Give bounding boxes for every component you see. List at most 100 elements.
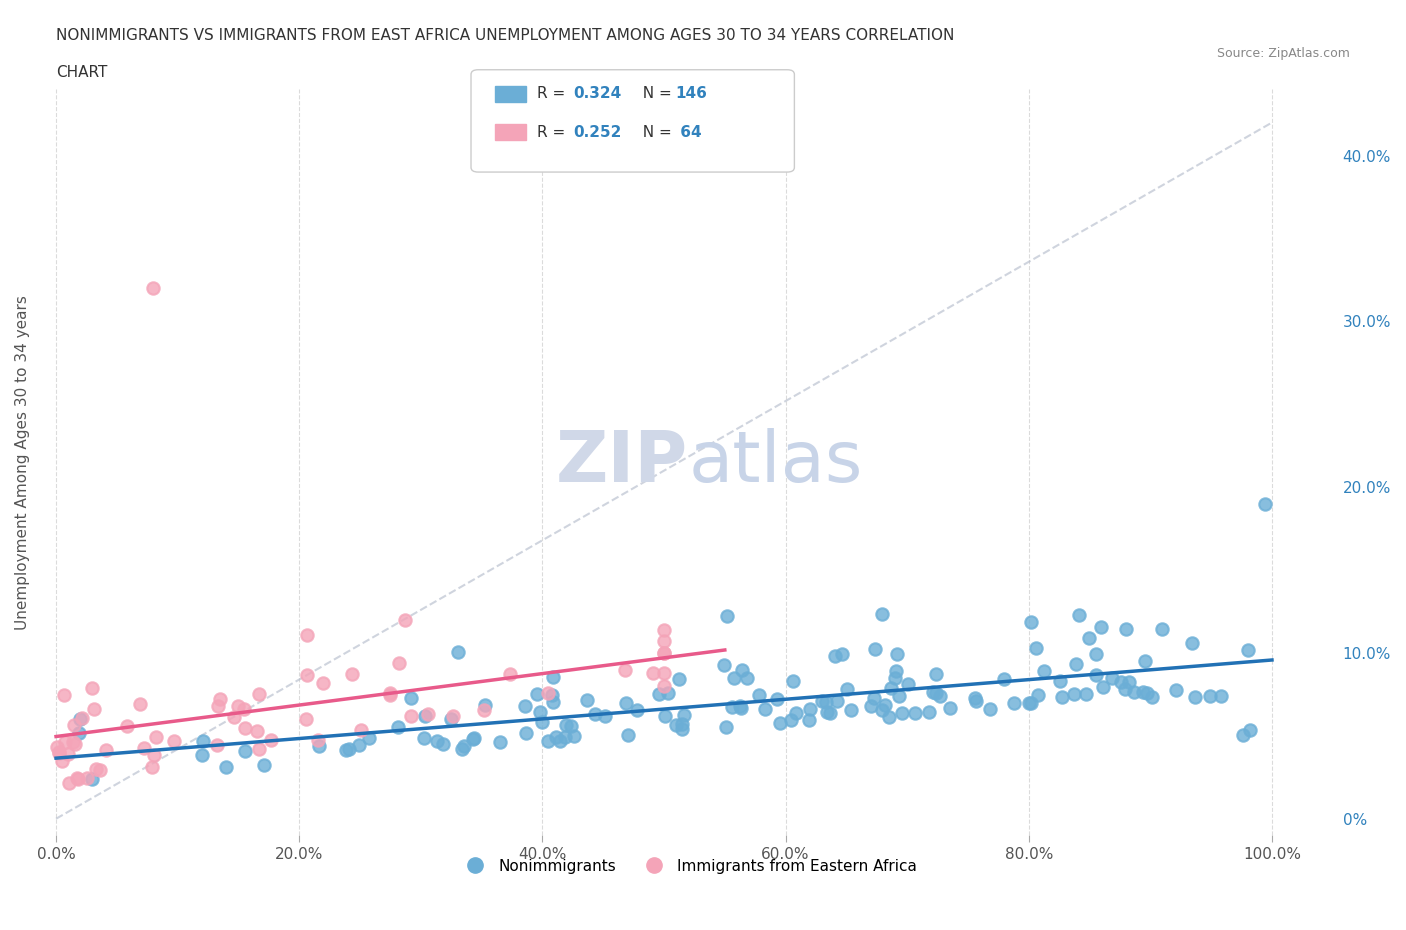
- Point: [626, 702, 648, 717]
- Point: [1019, 615, 1042, 630]
- Point: [439, 712, 461, 727]
- Point: [929, 688, 952, 703]
- Point: [1239, 722, 1261, 737]
- Point: [541, 687, 564, 702]
- Point: [359, 731, 381, 746]
- Point: [63, 737, 86, 751]
- Point: [529, 705, 551, 720]
- Point: [673, 708, 696, 723]
- Point: [76, 771, 98, 786]
- Point: [191, 748, 214, 763]
- Point: [814, 695, 837, 710]
- Text: R =: R =: [537, 86, 571, 101]
- Point: [488, 735, 510, 750]
- Point: [918, 705, 941, 720]
- Point: [401, 690, 423, 705]
- Point: [1063, 686, 1085, 701]
- Point: [1092, 680, 1115, 695]
- Point: [62, 735, 84, 750]
- Point: [735, 671, 758, 685]
- Point: [922, 684, 945, 699]
- Point: [1090, 619, 1112, 634]
- Point: [295, 667, 318, 682]
- Text: 0.324: 0.324: [574, 86, 621, 101]
- Point: [562, 728, 585, 743]
- Point: [713, 658, 735, 672]
- Point: [163, 733, 186, 748]
- Point: [884, 664, 907, 679]
- Point: [531, 714, 554, 729]
- Point: [337, 741, 360, 756]
- Text: Source: ZipAtlas.com: Source: ZipAtlas.com: [1216, 46, 1350, 60]
- Point: [515, 698, 537, 713]
- Y-axis label: Unemployment Among Ages 30 to 34 years: Unemployment Among Ages 30 to 34 years: [15, 295, 30, 630]
- Point: [209, 691, 232, 706]
- Text: N =: N =: [633, 125, 676, 140]
- Point: [925, 685, 948, 700]
- Point: [141, 760, 163, 775]
- Point: [665, 717, 688, 732]
- Point: [51, 753, 73, 768]
- Point: [474, 698, 496, 712]
- Point: [67, 725, 90, 740]
- Point: [233, 743, 256, 758]
- Point: [811, 694, 834, 709]
- Point: [548, 734, 571, 749]
- Text: R =: R =: [537, 125, 571, 140]
- Point: [387, 720, 409, 735]
- Point: [748, 687, 770, 702]
- Point: [541, 670, 564, 684]
- Point: [66, 772, 89, 787]
- Point: [222, 710, 245, 724]
- Point: [45, 740, 67, 755]
- Point: [350, 723, 373, 737]
- Point: [671, 717, 693, 732]
- Point: [890, 705, 912, 720]
- Point: [447, 644, 470, 659]
- Point: [730, 700, 752, 715]
- Point: [82, 681, 104, 696]
- Point: [716, 609, 738, 624]
- Point: [432, 736, 454, 751]
- Point: [413, 709, 436, 724]
- Point: [1018, 696, 1040, 711]
- Point: [754, 701, 776, 716]
- Point: [870, 606, 893, 621]
- Point: [143, 748, 166, 763]
- Point: [1050, 689, 1073, 704]
- Point: [541, 695, 564, 710]
- Point: [785, 705, 807, 720]
- Point: [247, 687, 270, 702]
- Point: [782, 673, 804, 688]
- Point: [652, 633, 675, 648]
- Point: [413, 731, 436, 746]
- Point: [426, 734, 449, 749]
- Point: [1026, 687, 1049, 702]
- Point: [526, 686, 548, 701]
- Point: [1118, 675, 1140, 690]
- Point: [873, 698, 896, 712]
- Point: [89, 763, 111, 777]
- Point: [335, 743, 357, 758]
- Point: [797, 712, 820, 727]
- Point: [668, 671, 690, 686]
- Point: [1114, 682, 1136, 697]
- Point: [252, 758, 274, 773]
- Point: [1140, 690, 1163, 705]
- Point: [82, 772, 104, 787]
- Point: [537, 685, 560, 700]
- Point: [617, 727, 640, 742]
- Point: [825, 693, 848, 708]
- Point: [233, 721, 256, 736]
- Point: [463, 730, 485, 745]
- Point: [730, 662, 752, 677]
- Text: CHART: CHART: [56, 65, 108, 80]
- Point: [966, 694, 988, 709]
- Point: [48, 746, 70, 761]
- Point: [648, 687, 671, 702]
- Point: [652, 645, 675, 660]
- Point: [652, 665, 675, 680]
- Point: [887, 688, 910, 703]
- Point: [246, 724, 269, 738]
- Point: [142, 281, 165, 296]
